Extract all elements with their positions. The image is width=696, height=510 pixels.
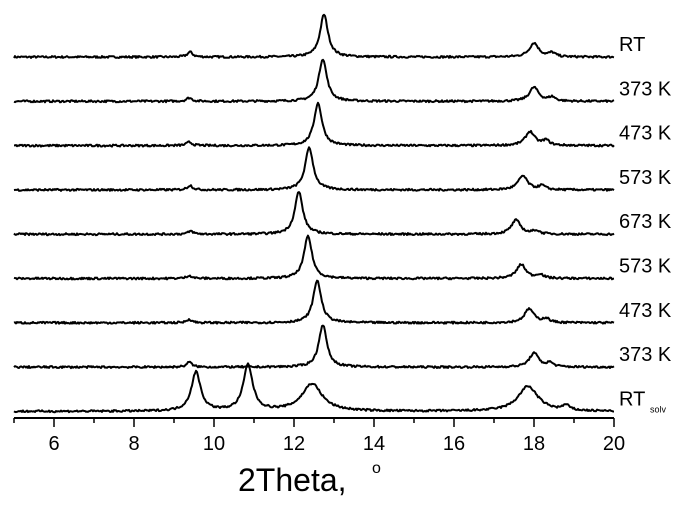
- series-trace: [13, 362, 614, 414]
- x-tick-label: 18: [523, 433, 545, 455]
- series-trace: [13, 324, 615, 370]
- series-label: RT: [619, 34, 645, 56]
- series-label: RT: [619, 388, 645, 410]
- series-label: 373 K: [619, 344, 672, 366]
- x-ticks: 6 8 10 12 14 16 18 20: [13, 418, 625, 455]
- series-trace: [13, 279, 615, 325]
- x-axis-unit: o: [372, 460, 381, 477]
- x-tick-label: 6: [48, 433, 59, 455]
- series-label: 573 K: [619, 167, 672, 189]
- series-trace: [13, 234, 615, 281]
- series-label-subscript: solv: [650, 404, 667, 414]
- series-labels-layer: RT 373 K 473 K 573 K 673 K 573 K 473 K 373 K RT s…: [619, 34, 672, 414]
- series-label: 473 K: [619, 300, 672, 322]
- traces-layer: [13, 13, 615, 414]
- x-tick-label: 20: [603, 433, 625, 455]
- x-tick-label: 12: [283, 433, 305, 455]
- series-trace: [14, 101, 615, 148]
- series-label: 473 K: [619, 123, 672, 145]
- series-label: 673 K: [619, 211, 672, 233]
- x-tick-label: 10: [203, 433, 225, 455]
- x-tick-label: 14: [363, 433, 385, 455]
- x-axis: 6 8 10 12 14 16 18 20: [13, 417, 625, 455]
- series-trace: [13, 191, 615, 237]
- series-trace: [13, 13, 615, 59]
- series-label: 373 K: [619, 78, 672, 100]
- x-tick-label: 16: [443, 433, 465, 455]
- series-trace: [13, 146, 615, 192]
- x-axis-title: 2Theta,: [238, 462, 347, 498]
- series-trace: [13, 58, 615, 104]
- x-tick-label: 8: [128, 433, 139, 455]
- series-label: 573 K: [619, 256, 672, 278]
